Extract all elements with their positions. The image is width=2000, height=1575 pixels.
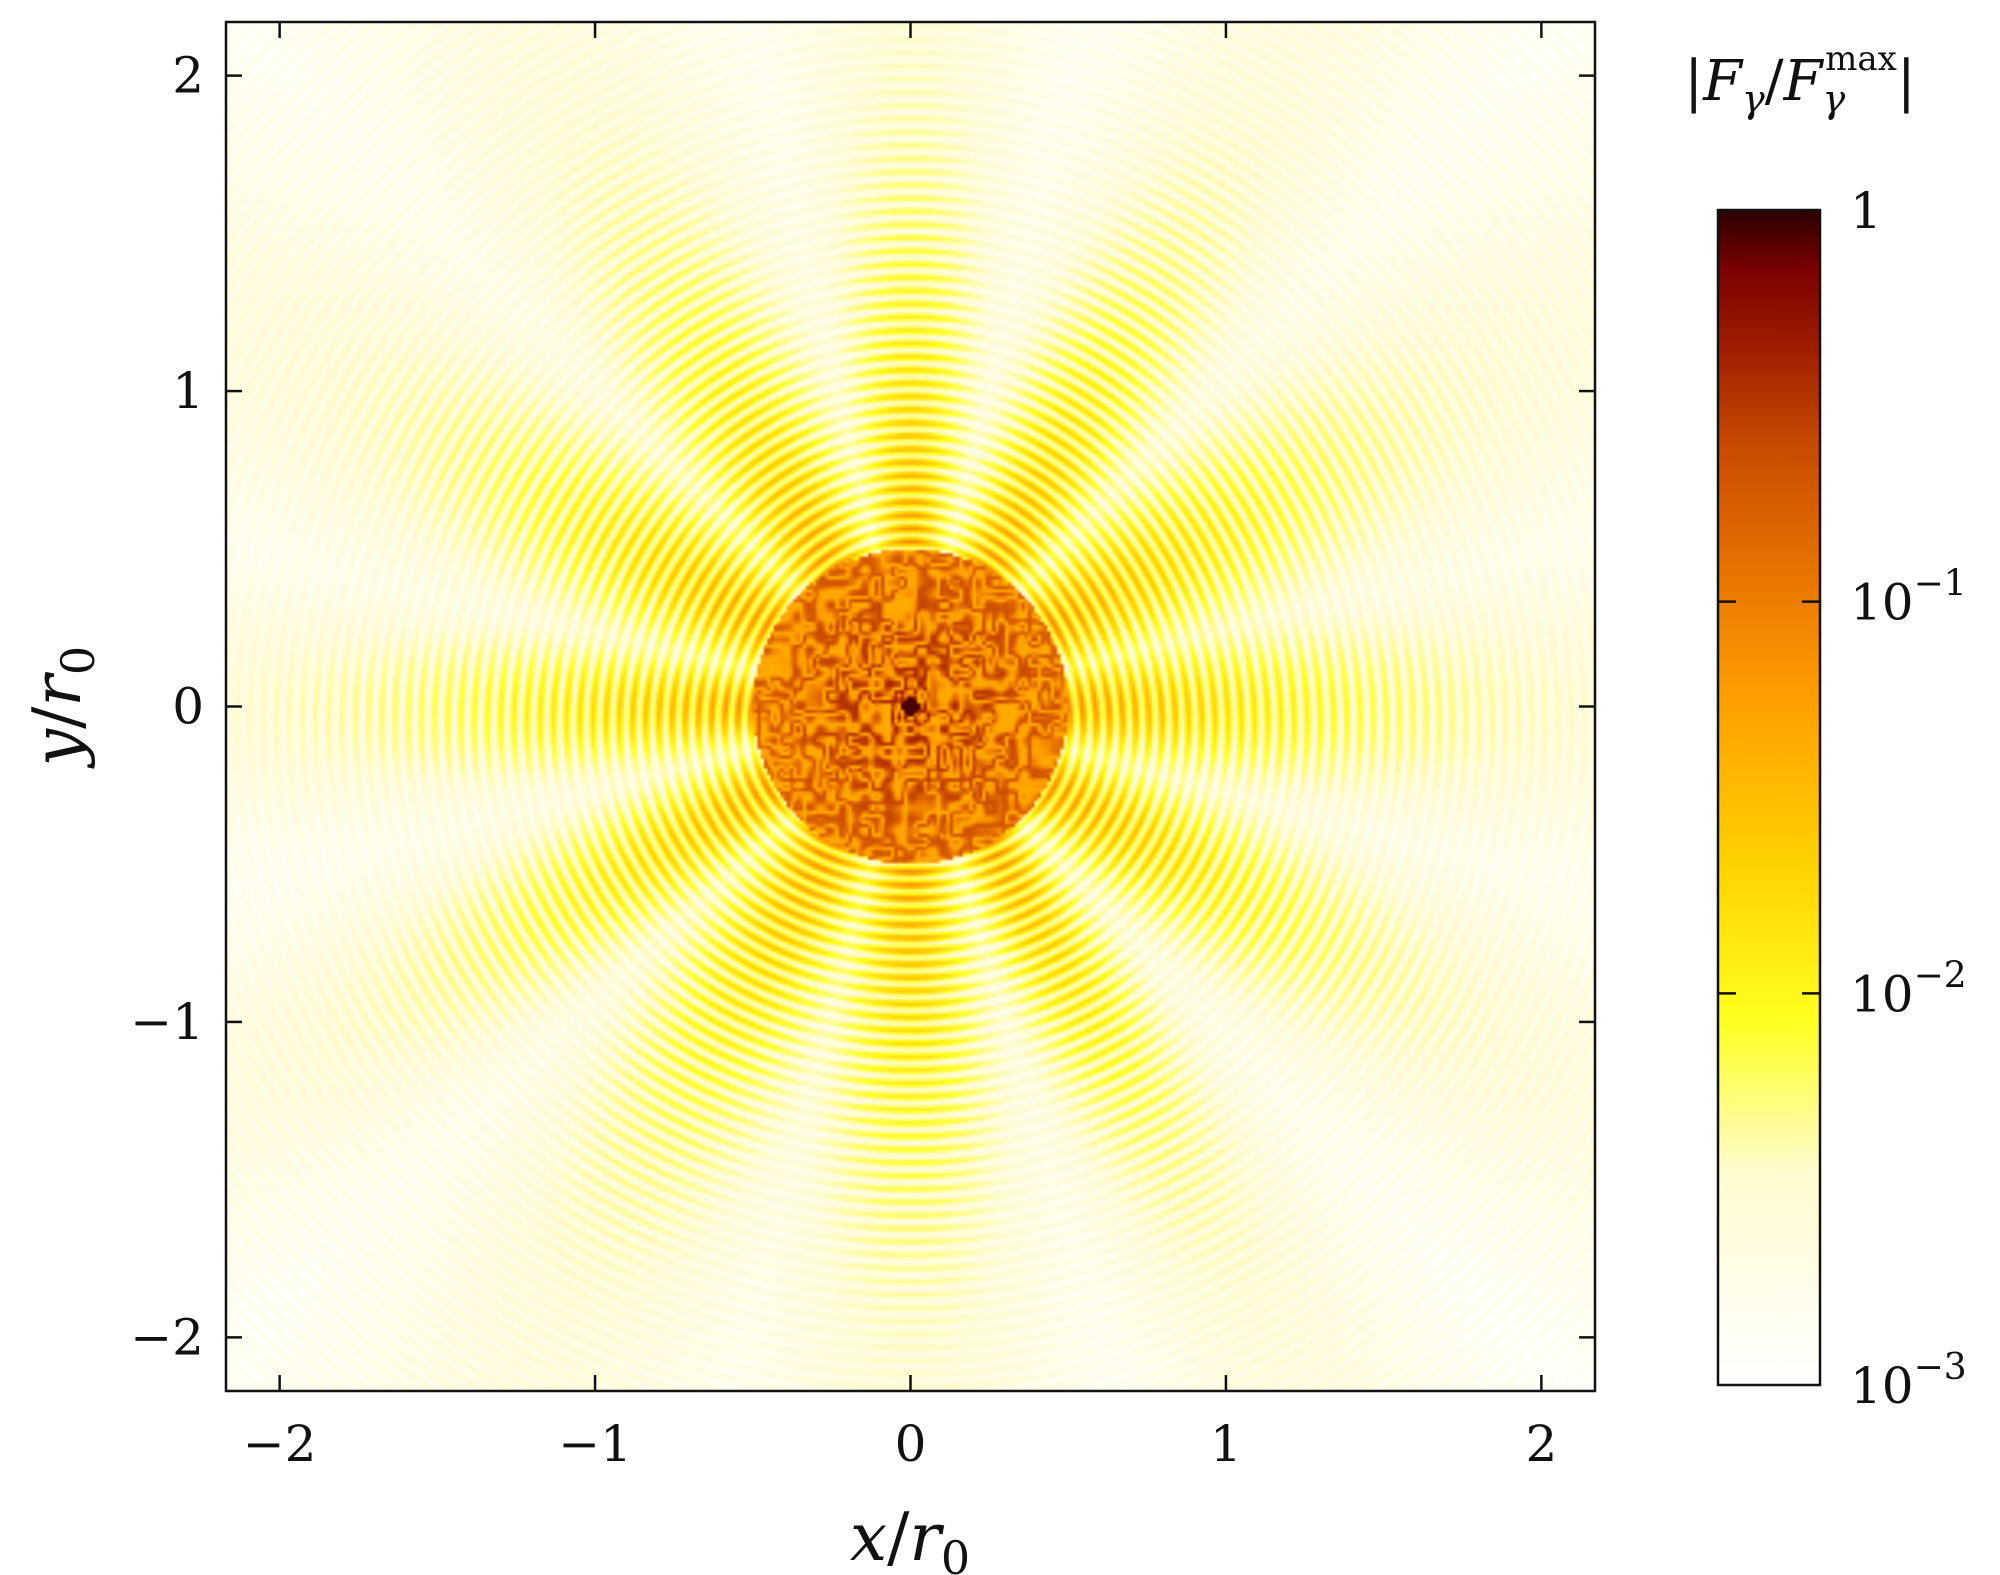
colorbar-tick-label: 1 — [1850, 182, 1882, 240]
y-tick-label: −2 — [130, 1308, 204, 1366]
y-tick-label: −1 — [130, 993, 204, 1051]
x-axis-label: x/r0 — [850, 1499, 970, 1575]
y-tick-label: 0 — [172, 678, 204, 736]
x-tick-label: 1 — [1210, 1415, 1242, 1473]
x-tick-label: −1 — [558, 1415, 632, 1473]
y-axis-ticks: −2 −1 0 1 2 — [130, 47, 1595, 1366]
colorbar-ticks: 1 10−1 10−2 10−3 — [1718, 182, 1967, 1415]
y-axis-label: y/r0 — [19, 646, 105, 769]
heatmap-image — [226, 22, 1595, 1391]
colorbar-title: |Fγ/Fγmax| — [1684, 39, 1915, 121]
colorbar-fill — [1718, 210, 1820, 1385]
heatmap-area — [226, 22, 1595, 1391]
x-axis-ticks: −2 −1 0 1 2 — [243, 22, 1557, 1473]
colorbar-tick-label: 10−3 — [1850, 1347, 1967, 1415]
colorbar-tick-label: 10−1 — [1850, 564, 1967, 632]
colorbar: 1 10−1 10−2 10−3 |Fγ/Fγmax| — [1684, 39, 1966, 1415]
x-tick-label: 0 — [895, 1415, 927, 1473]
colorbar-frame — [1716, 208, 1822, 1387]
x-tick-label: 2 — [1525, 1415, 1557, 1473]
colorbar-tick-label: 10−2 — [1850, 955, 1967, 1023]
y-tick-label: 1 — [172, 362, 204, 420]
x-tick-label: −2 — [243, 1415, 317, 1473]
y-tick-label: 2 — [172, 47, 204, 105]
